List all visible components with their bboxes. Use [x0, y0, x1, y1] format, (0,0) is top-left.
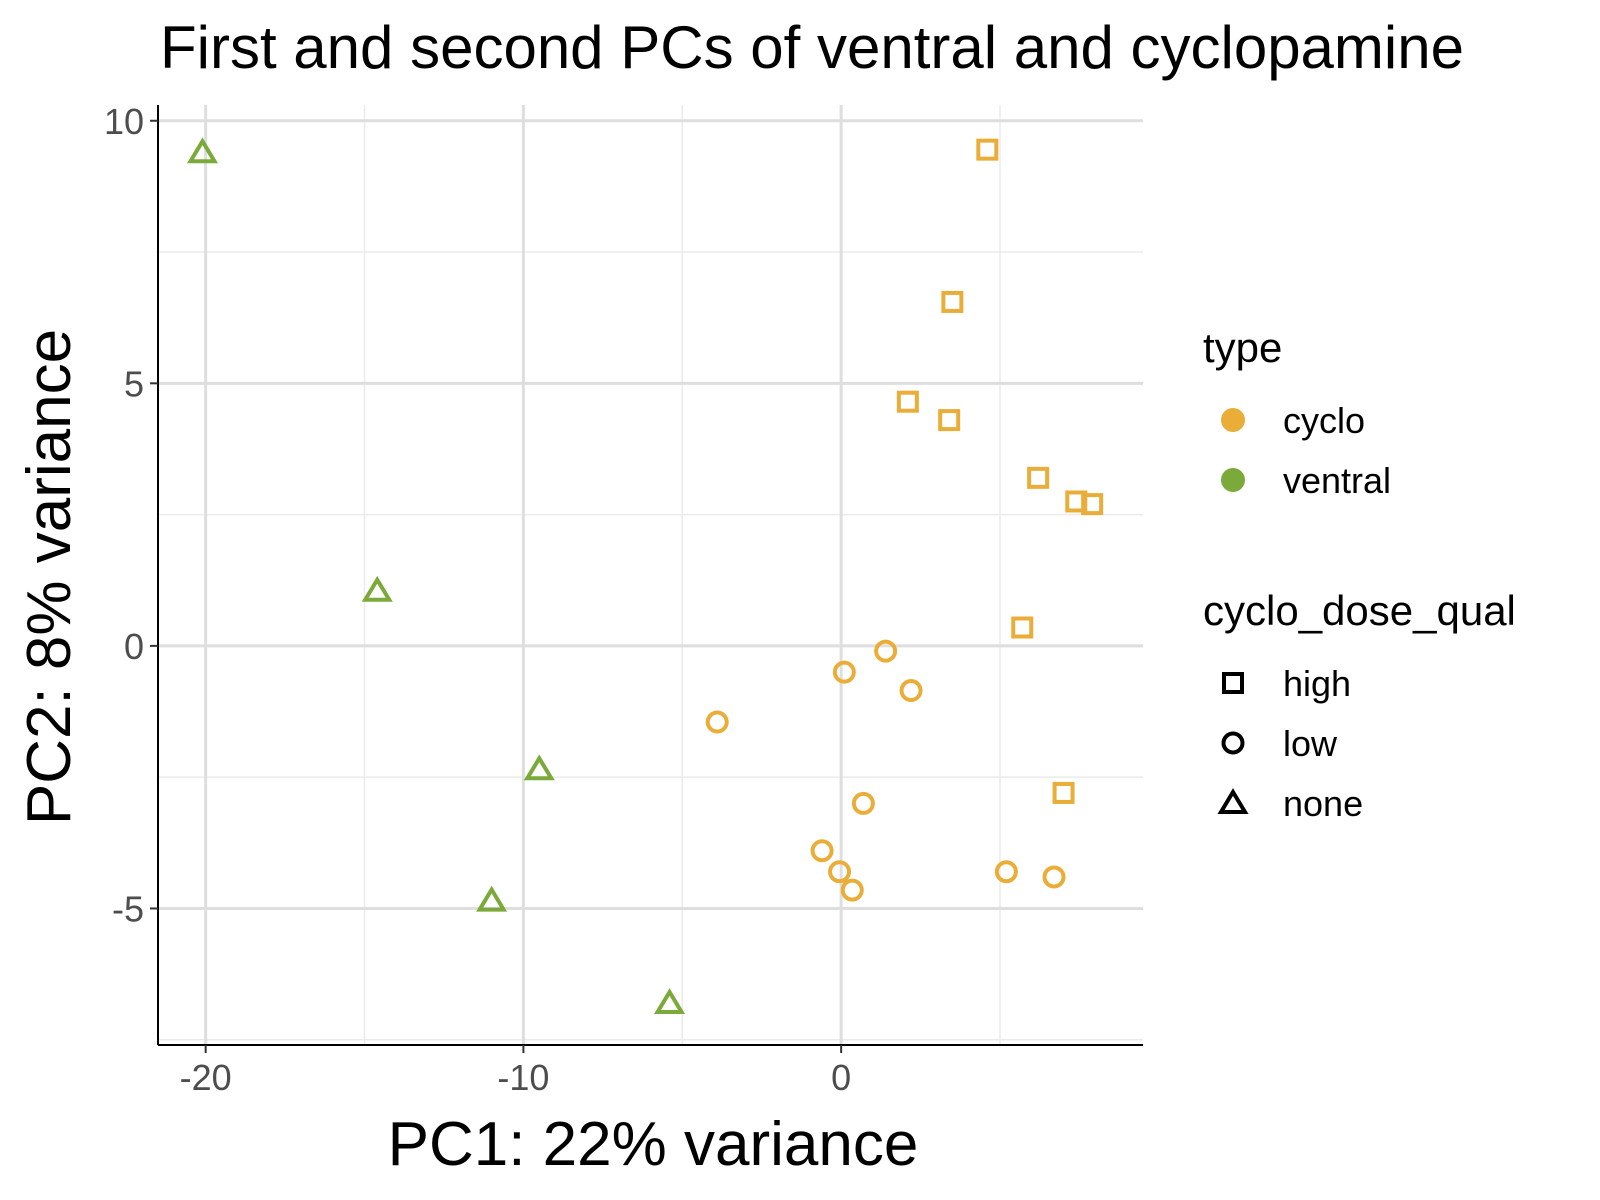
tick-labels: -20 -10 0 -5 0 5 10 — [104, 101, 851, 1098]
data-point-cyclo-high — [941, 290, 964, 313]
legend-key-none — [1217, 788, 1249, 814]
x-axis-label: PC1: 22% variance — [388, 1110, 919, 1179]
y-axis-label: PC2: 8% variance — [15, 329, 84, 825]
data-point-cyclo-high — [1027, 466, 1050, 489]
legend-key-low — [1221, 731, 1245, 755]
x-tick-label: -20 — [180, 1057, 232, 1098]
data-point-ventral-none — [361, 575, 393, 602]
data-point-cyclo-low — [828, 860, 852, 884]
plot-grid — [158, 105, 1143, 1045]
data-point-cyclo-low — [874, 639, 898, 663]
data-point-cyclo-low — [899, 679, 923, 703]
data-point-cyclo-low — [810, 839, 834, 863]
legend-label-low: low — [1283, 723, 1338, 764]
plot-axes — [157, 105, 1143, 1046]
x-tick-label: -10 — [497, 1057, 549, 1098]
legend-key-ventral — [1221, 468, 1245, 492]
legend-key-high — [1222, 672, 1244, 694]
y-tick-label: 5 — [124, 363, 144, 404]
data-point-cyclo-low — [832, 660, 856, 684]
legend-label-high: high — [1283, 663, 1351, 704]
x-tick-label: 0 — [831, 1057, 851, 1098]
y-tick-label: 0 — [124, 626, 144, 667]
data-point-cyclo-high — [896, 390, 919, 413]
legend-title-type: type — [1203, 324, 1282, 371]
data-point-cyclo-high — [938, 409, 961, 432]
data-point-cyclo-low — [705, 710, 729, 734]
data-point-cyclo-high — [1011, 616, 1034, 639]
legend-key-cyclo — [1221, 408, 1245, 432]
data-point-ventral-none — [523, 754, 555, 781]
legend-label-cyclo: cyclo — [1283, 400, 1365, 441]
y-tick-label: -5 — [112, 888, 144, 929]
data-point-cyclo-high — [1081, 493, 1104, 516]
data-point-ventral-none — [186, 137, 219, 164]
legend-label-ventral: ventral — [1283, 460, 1391, 501]
data-point-cyclo-high — [1065, 490, 1088, 513]
data-point-ventral-none — [654, 988, 686, 1014]
legend-title-cyclo-dose-qual: cyclo_dose_qual — [1203, 587, 1516, 634]
data-points — [186, 137, 1104, 1014]
data-point-ventral-none — [476, 885, 508, 912]
chart-title: First and second PCs of ventral and cycl… — [160, 14, 1464, 81]
data-point-cyclo-low — [851, 791, 875, 815]
data-point-cyclo-low — [1042, 865, 1066, 889]
data-point-cyclo-high — [976, 138, 999, 161]
data-point-cyclo-low — [994, 860, 1018, 884]
legend-label-none: none — [1283, 783, 1363, 824]
y-tick-label: 10 — [104, 101, 144, 142]
data-point-cyclo-high — [1052, 781, 1075, 804]
data-point-cyclo-low — [840, 878, 864, 902]
